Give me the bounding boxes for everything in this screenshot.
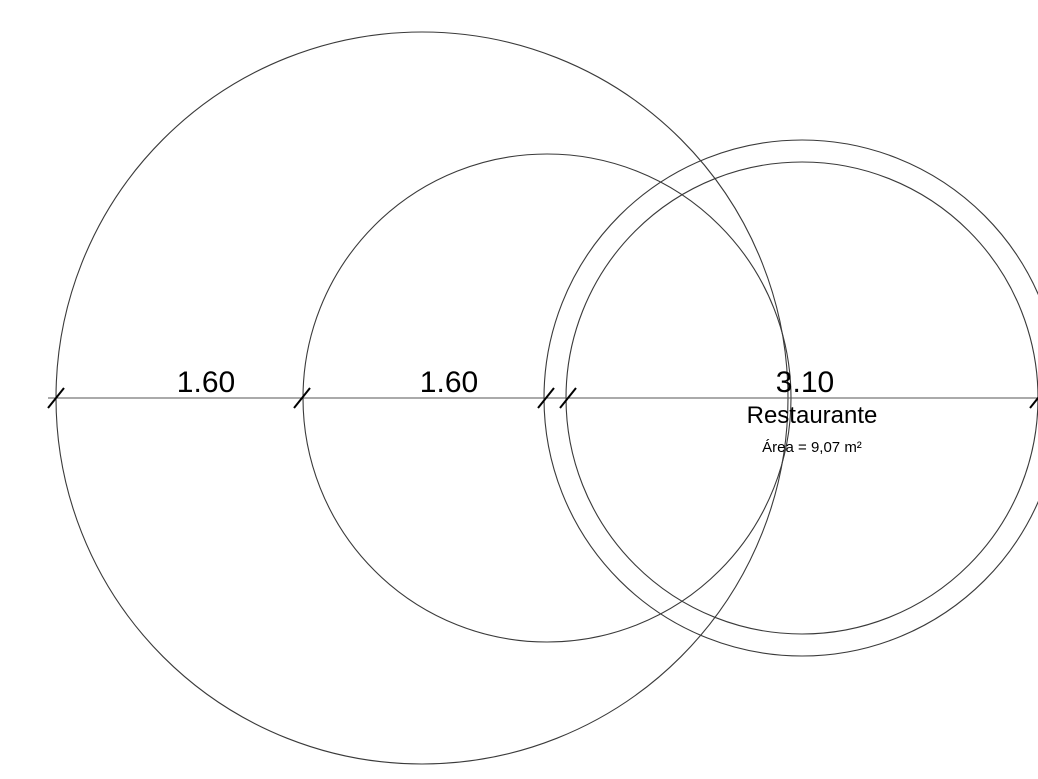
dimension-tick [537, 387, 555, 409]
dimension-label-room: 3.10 [776, 366, 834, 399]
dimension-tick [47, 387, 65, 409]
dimension-tick [559, 387, 577, 409]
room-area: Área = 9,07 m² [762, 439, 862, 456]
dimension-label-outer: 1.60 [177, 366, 235, 399]
dimension-tick [1029, 396, 1038, 409]
room-name: Restaurante [747, 402, 878, 429]
dimension-tick [293, 387, 311, 409]
dimension-label-middle: 1.60 [420, 366, 478, 399]
